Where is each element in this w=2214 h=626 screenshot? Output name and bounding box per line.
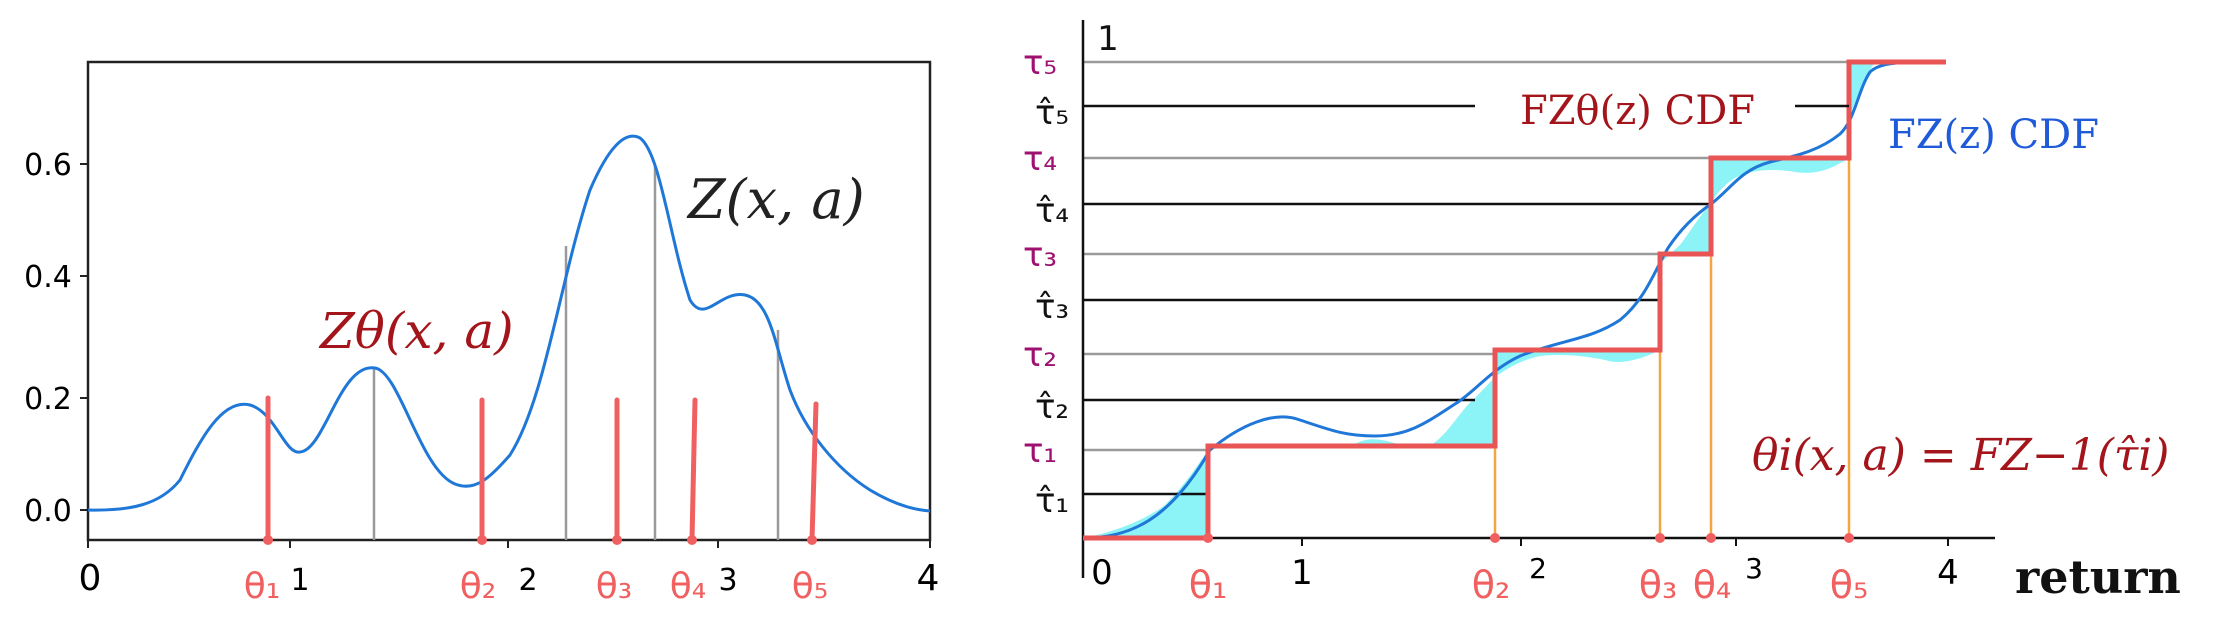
right-theta-label: θ₅ (1830, 563, 1868, 607)
tau-label: τ₂ (1023, 335, 1057, 375)
left-y-tick-label: 0.6 (24, 148, 72, 183)
right-cdf-panel: 1 0 1 2 3 4 θ₁ θ₂ θ₃ θ₄ θ₅ (1023, 19, 2181, 607)
left-y-ticks (80, 163, 88, 511)
left-theta-red-lines (265, 395, 819, 543)
right-theta-label: θ₃ (1639, 563, 1677, 607)
f-z-cdf-label: FZ(z) CDF (1888, 112, 2099, 158)
tau-hat-label: τ̂₁ (1035, 481, 1069, 521)
left-theta-label: θ₁ (244, 566, 280, 607)
left-x-tick-label: 1 (290, 563, 309, 598)
f-z-theta-cdf-label: FZθ(z) CDF (1520, 88, 1755, 134)
left-x-tick-label: 3 (718, 563, 737, 598)
right-x-tick-label: 2 (1529, 552, 1547, 585)
left-plot-frame (86, 60, 932, 542)
tau-label: τ₁ (1023, 431, 1057, 471)
tau-hat-black-lines (1083, 104, 1711, 496)
left-theta-label: θ₄ (670, 566, 706, 607)
tau-label: τ₄ (1023, 139, 1057, 179)
right-x-tick-label: 0 (1091, 553, 1113, 593)
quantile-step-cdf (1083, 59, 1946, 541)
right-theta-label: θ₁ (1189, 563, 1227, 607)
tau-hat-label: τ̂₄ (1035, 191, 1069, 231)
right-x-ticks (1301, 538, 1949, 546)
right-theta-dots (1203, 533, 1854, 543)
right-x-tick-label: 1 (1291, 553, 1313, 593)
tau-label: τ₅ (1023, 43, 1057, 83)
left-theta-label: θ₂ (460, 566, 496, 607)
tau-gray-lines (1083, 60, 1849, 452)
tau-label: τ₃ (1023, 235, 1057, 275)
left-theta-label: θ₃ (596, 566, 632, 607)
tau-hat-label: τ̂₅ (1035, 93, 1069, 133)
right-x-tick-label: 3 (1745, 552, 1763, 585)
tau-hat-label: τ̂₂ (1035, 387, 1069, 427)
left-theta-label: θ₅ (792, 566, 828, 607)
left-x-tick-label: 0 (79, 558, 102, 599)
right-theta-label: θ₄ (1693, 563, 1731, 607)
z-theta-distribution-label: Zθ(x, a) (318, 302, 514, 360)
left-x-tick-label: 2 (518, 563, 537, 598)
right-theta-label: θ₂ (1472, 563, 1510, 607)
right-x-tick-label: 4 (1937, 553, 1959, 593)
left-y-tick-label: 0.0 (24, 494, 72, 529)
z-distribution-label: Z(x, a) (686, 168, 865, 231)
right-y-top-label: 1 (1097, 19, 1119, 59)
tau-hat-label: τ̂₃ (1035, 287, 1069, 327)
left-y-tick-label: 0.4 (24, 260, 72, 295)
density-curve-z (87, 134, 931, 513)
true-cdf-curve (1082, 60, 1947, 540)
left-density-panel: 0.0 0.2 0.4 0.6 0 1 2 3 4 (24, 60, 940, 607)
right-x-axis-label: return (2015, 550, 2181, 604)
left-x-ticks (87, 540, 931, 548)
quantile-formula: θi(x, a) = FZ−1(τ̂i) (1752, 430, 2169, 481)
left-theta-dots (263, 535, 817, 545)
left-x-tick-label: 4 (917, 558, 940, 599)
left-quantile-gray-lines (372, 166, 780, 540)
left-y-tick-label: 0.2 (24, 382, 72, 417)
